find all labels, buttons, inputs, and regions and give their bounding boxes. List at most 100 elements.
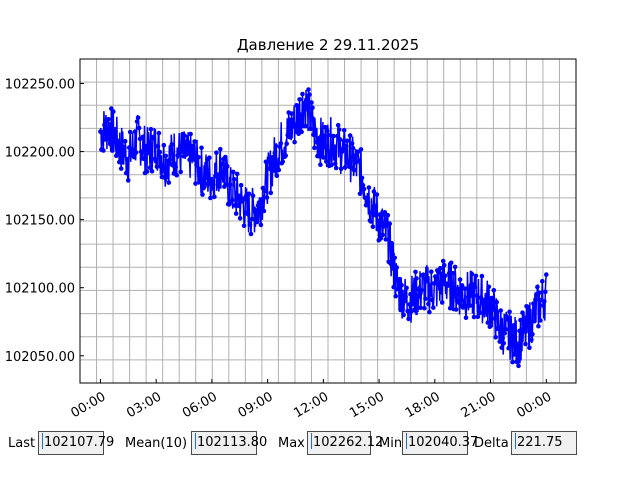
plot-frame: [79, 58, 577, 384]
data-point: [461, 298, 467, 304]
mean-label: Mean(10): [125, 436, 188, 451]
data-point: [229, 197, 235, 203]
data-point: [520, 310, 525, 316]
data-point: [544, 272, 549, 277]
data-point: [231, 177, 237, 182]
data-point: [249, 216, 255, 222]
data-point: [332, 152, 337, 157]
x-tick-label: 12:00: [291, 389, 331, 421]
data-point: [107, 122, 112, 127]
data-point: [374, 192, 380, 197]
data-point: [410, 302, 415, 307]
data-point: [175, 153, 180, 158]
data-point: [212, 194, 217, 199]
data-point: [419, 287, 424, 293]
data-point: [245, 212, 251, 217]
data-point: [490, 296, 496, 301]
delta-value-field[interactable]: 221.75: [511, 431, 577, 455]
data-point: [481, 310, 487, 315]
data-point: [365, 199, 371, 204]
data-point: [272, 150, 278, 156]
data-point: [196, 155, 201, 160]
data-point: [318, 162, 323, 167]
data-point: [140, 134, 146, 140]
data-point: [488, 320, 494, 325]
data-point: [427, 309, 432, 315]
data-point: [335, 122, 341, 128]
data-point: [179, 143, 184, 148]
data-point: [378, 236, 384, 241]
data-point: [204, 167, 209, 173]
y-tick-label: 102050.00: [5, 350, 75, 365]
data-point: [507, 309, 512, 315]
data-point: [511, 323, 516, 328]
data-point: [379, 212, 385, 218]
data-point: [315, 153, 320, 159]
data-point: [101, 148, 106, 153]
data-point: [404, 285, 409, 291]
data-point: [501, 340, 507, 346]
data-point: [408, 291, 413, 297]
data-point: [523, 341, 528, 347]
data-point: [357, 191, 363, 196]
data-point: [300, 91, 305, 97]
data-point: [348, 165, 354, 170]
data-point: [333, 165, 339, 171]
data-point: [267, 166, 273, 172]
data-point: [224, 182, 229, 187]
data-point: [366, 185, 372, 190]
data-point: [324, 159, 329, 164]
data-point: [403, 294, 408, 300]
x-tick-label: 21:00: [459, 389, 499, 421]
min-value: 102040.37: [408, 435, 479, 450]
text-cursor: [406, 433, 407, 449]
data-point: [217, 183, 222, 189]
data-point: [208, 195, 213, 201]
chart-title: Давление 2 29.11.2025: [237, 36, 419, 54]
data-point: [430, 297, 435, 303]
data-point: [334, 133, 340, 139]
data-point: [254, 219, 260, 225]
data-point: [110, 148, 115, 153]
last-value: 102107.79: [44, 435, 115, 450]
data-point: [233, 211, 239, 216]
series-layer: [98, 87, 549, 369]
data-point: [223, 154, 228, 160]
data-point: [219, 161, 224, 166]
data-point: [136, 125, 142, 131]
data-point: [310, 105, 315, 110]
data-point: [276, 167, 282, 173]
data-point: [439, 271, 444, 277]
data-point: [413, 269, 418, 275]
y-tick-label: 102150.00: [5, 214, 75, 229]
data-point: [332, 161, 338, 166]
data-point: [173, 164, 178, 170]
data-point: [530, 332, 535, 337]
data-point: [274, 173, 280, 179]
data-point: [303, 123, 308, 129]
min-value-field[interactable]: 102040.37: [402, 431, 478, 455]
data-point: [385, 212, 391, 218]
data-point: [434, 277, 439, 282]
data-point: [225, 164, 230, 169]
data-point: [299, 129, 304, 135]
data-point: [362, 195, 368, 200]
data-point: [449, 302, 455, 308]
delta-label: Delta: [474, 436, 509, 451]
data-point: [155, 143, 161, 149]
data-point: [151, 136, 157, 141]
data-point: [497, 339, 503, 344]
data-point: [247, 222, 253, 227]
data-point: [294, 103, 299, 108]
last-value-field[interactable]: 102107.79: [38, 431, 114, 455]
max-value-field[interactable]: 102262.12: [307, 431, 383, 455]
data-point: [288, 128, 294, 133]
data-point: [392, 255, 398, 261]
axis-ticks: 00:00 03:00 06:00 09:00 12:00 15:00 18:00 21:00…: [5, 78, 555, 422]
data-point: [153, 158, 159, 164]
mean-value-field[interactable]: 102113.80: [191, 431, 267, 455]
data-point: [119, 160, 125, 165]
data-point: [456, 300, 462, 306]
data-point: [432, 281, 437, 286]
